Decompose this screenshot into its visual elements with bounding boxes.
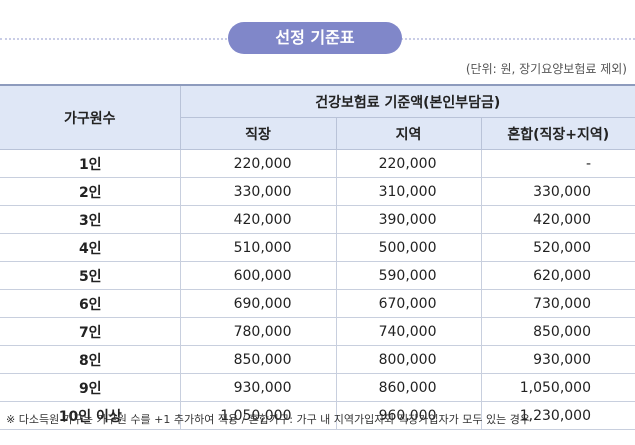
table-row: 6인 690,000 670,000 730,000 (0, 289, 635, 318)
row-label: 3인 (0, 205, 181, 234)
amount-cell: 330,000 (180, 177, 337, 206)
table-row: 9인 930,000 860,000 1,050,000 (0, 373, 635, 402)
amount-cell: 390,000 (336, 205, 482, 234)
header-cell: 가구원수 (0, 84, 181, 150)
amount-cell: 520,000 (481, 233, 635, 262)
row-label: 4인 (0, 233, 181, 262)
amount-cell: 590,000 (336, 261, 482, 290)
amount-cell: 620,000 (481, 261, 635, 290)
amount-cell: 510,000 (180, 233, 337, 262)
table-row: 3인 420,000 390,000 420,000 (0, 205, 635, 234)
row-label: 1인 (0, 149, 181, 178)
amount-cell: 960,000 (336, 401, 482, 430)
amount-cell: 500,000 (336, 233, 482, 262)
table-row: 7인 780,000 740,000 850,000 (0, 317, 635, 346)
unit-note: (단위: 원, 장기요양보험료 제외) (465, 62, 627, 76)
amount-cell: 420,000 (481, 205, 635, 234)
row-label: 9인 (0, 373, 181, 402)
amount-cell: 330,000 (481, 177, 635, 206)
amount-cell: 420,000 (180, 205, 337, 234)
amount-cell: 730,000 (481, 289, 635, 318)
table-row: 8인 850,000 800,000 930,000 (0, 345, 635, 374)
table-body: 1인 220,000 220,000-2인 330,000 310,000 330,000… (0, 149, 635, 430)
amount-cell: 930,000 (180, 373, 337, 402)
header-cell: 건강보험료 기준액(본인부담금) (179, 84, 635, 118)
table-row: 4인 510,000 500,000 520,000 (0, 233, 635, 262)
amount-cell: 740,000 (336, 317, 482, 346)
amount-cell: 690,000 (180, 289, 337, 318)
amount-cell: 860,000 (336, 373, 482, 402)
table-row: 2인 330,000 310,000 330,000 (0, 177, 635, 206)
amount-cell: 600,000 (180, 261, 337, 290)
header-cell: 지역 (335, 117, 482, 150)
amount-cell: 930,000 (481, 345, 635, 374)
amount-cell: 850,000 (481, 317, 635, 346)
amount-cell: 1,050,000 (481, 373, 635, 402)
row-label: 2인 (0, 177, 181, 206)
row-label: 6인 (0, 289, 181, 318)
row-label: 10인 이상 (0, 401, 181, 430)
amount-cell: 780,000 (180, 317, 337, 346)
amount-cell: 1,230,000 (481, 401, 635, 430)
header-cell: 직장 (180, 117, 337, 150)
row-label: 7인 (0, 317, 181, 346)
amount-cell: 1,050,000 (180, 401, 337, 430)
table-row: 10인 이상 1,050,000 960,000 1,230,000 (0, 401, 635, 430)
table-row: 1인 220,000 220,000- (0, 149, 635, 178)
criteria-table: 가구원수 건강보험료 기준액(본인부담금) 직장 지역 혼합(직장+지역) 1인… (0, 84, 635, 430)
amount-cell: 850,000 (180, 345, 337, 374)
amount-cell: 220,000 (180, 149, 337, 178)
header-cell: 혼합(직장+지역) (480, 117, 635, 150)
row-label: 8인 (0, 345, 181, 374)
amount-cell: 220,000 (336, 149, 482, 178)
table-row: 5인 600,000 590,000 620,000 (0, 261, 635, 290)
footnote: ※ 다소득원 가구는 가구원 수를 +1 추가하여 적용 / 혼합가구: 가구 … (6, 413, 530, 426)
amount-cell: 670,000 (336, 289, 482, 318)
amount-cell: 800,000 (336, 345, 482, 374)
amount-cell: - (481, 149, 635, 178)
amount-cell: 310,000 (336, 177, 482, 206)
row-label: 5인 (0, 261, 181, 290)
title-pill: 선정 기준표 (228, 22, 402, 54)
